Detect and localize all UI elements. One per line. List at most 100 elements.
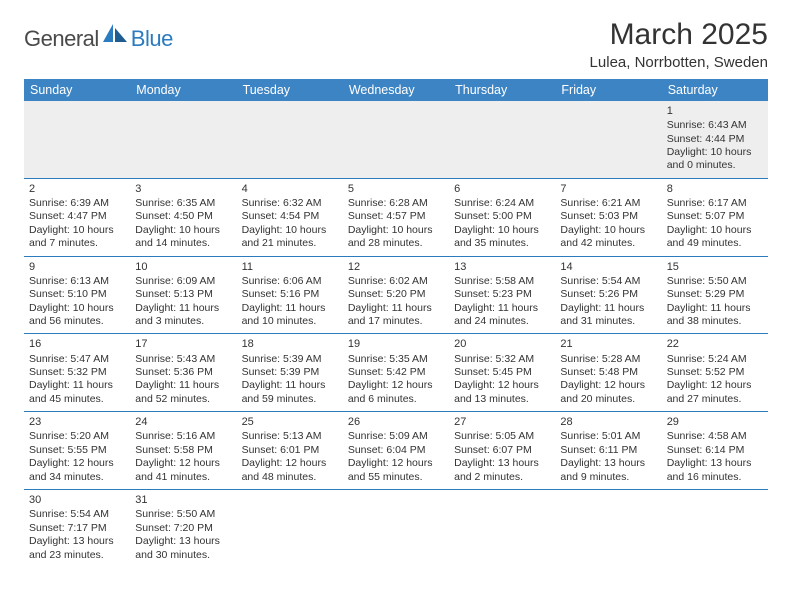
- weekday-header: Saturday: [662, 79, 768, 101]
- sunrise-text: Sunrise: 5:58 AM: [454, 275, 550, 288]
- sunset-text: Sunset: 4:57 PM: [348, 210, 444, 223]
- daylight-text: Daylight: 10 hours: [29, 224, 125, 237]
- title-block: March 2025 Lulea, Norrbotten, Sweden: [590, 18, 768, 71]
- calendar-cell: 24Sunrise: 5:16 AMSunset: 5:58 PMDayligh…: [130, 412, 236, 490]
- daylight-text: Daylight: 12 hours: [348, 457, 444, 470]
- sunset-text: Sunset: 5:42 PM: [348, 366, 444, 379]
- daylight-text: and 16 minutes.: [667, 471, 763, 484]
- calendar-cell: 20Sunrise: 5:32 AMSunset: 5:45 PMDayligh…: [449, 334, 555, 412]
- daylight-text: Daylight: 10 hours: [29, 302, 125, 315]
- calendar-cell: [555, 101, 661, 178]
- calendar-row: 9Sunrise: 6:13 AMSunset: 5:10 PMDaylight…: [24, 256, 768, 334]
- daylight-text: and 10 minutes.: [242, 315, 338, 328]
- weekday-header: Friday: [555, 79, 661, 101]
- day-number: 28: [560, 415, 656, 429]
- calendar-cell: [24, 101, 130, 178]
- calendar-cell: [237, 101, 343, 178]
- sunset-text: Sunset: 5:26 PM: [560, 288, 656, 301]
- day-number: 30: [29, 493, 125, 507]
- daylight-text: and 2 minutes.: [454, 471, 550, 484]
- daylight-text: and 42 minutes.: [560, 237, 656, 250]
- day-number: 10: [135, 260, 231, 274]
- day-number: 13: [454, 260, 550, 274]
- calendar-cell: 7Sunrise: 6:21 AMSunset: 5:03 PMDaylight…: [555, 178, 661, 256]
- sunrise-text: Sunrise: 5:43 AM: [135, 353, 231, 366]
- daylight-text: and 35 minutes.: [454, 237, 550, 250]
- calendar-cell: 30Sunrise: 5:54 AMSunset: 7:17 PMDayligh…: [24, 490, 130, 567]
- day-number: 20: [454, 337, 550, 351]
- calendar-cell: 10Sunrise: 6:09 AMSunset: 5:13 PMDayligh…: [130, 256, 236, 334]
- calendar-row: 2Sunrise: 6:39 AMSunset: 4:47 PMDaylight…: [24, 178, 768, 256]
- sunrise-text: Sunrise: 5:05 AM: [454, 430, 550, 443]
- sunrise-text: Sunrise: 6:13 AM: [29, 275, 125, 288]
- weekday-header: Thursday: [449, 79, 555, 101]
- daylight-text: Daylight: 12 hours: [454, 379, 550, 392]
- calendar-cell: 27Sunrise: 5:05 AMSunset: 6:07 PMDayligh…: [449, 412, 555, 490]
- sunset-text: Sunset: 6:11 PM: [560, 444, 656, 457]
- day-number: 12: [348, 260, 444, 274]
- daylight-text: and 27 minutes.: [667, 393, 763, 406]
- day-number: 31: [135, 493, 231, 507]
- daylight-text: and 55 minutes.: [348, 471, 444, 484]
- sunset-text: Sunset: 5:55 PM: [29, 444, 125, 457]
- daylight-text: and 24 minutes.: [454, 315, 550, 328]
- calendar-body: 1Sunrise: 6:43 AMSunset: 4:44 PMDaylight…: [24, 101, 768, 567]
- daylight-text: Daylight: 12 hours: [29, 457, 125, 470]
- daylight-text: Daylight: 10 hours: [135, 224, 231, 237]
- daylight-text: and 56 minutes.: [29, 315, 125, 328]
- calendar-cell: [237, 490, 343, 567]
- sunset-text: Sunset: 5:16 PM: [242, 288, 338, 301]
- day-number: 25: [242, 415, 338, 429]
- daylight-text: and 23 minutes.: [29, 549, 125, 562]
- calendar-cell: 12Sunrise: 6:02 AMSunset: 5:20 PMDayligh…: [343, 256, 449, 334]
- daylight-text: Daylight: 13 hours: [454, 457, 550, 470]
- month-title: March 2025: [590, 18, 768, 52]
- sunset-text: Sunset: 6:14 PM: [667, 444, 763, 457]
- calendar-cell: 14Sunrise: 5:54 AMSunset: 5:26 PMDayligh…: [555, 256, 661, 334]
- sunrise-text: Sunrise: 5:16 AM: [135, 430, 231, 443]
- sunset-text: Sunset: 5:10 PM: [29, 288, 125, 301]
- day-number: 15: [667, 260, 763, 274]
- location: Lulea, Norrbotten, Sweden: [590, 54, 768, 71]
- sunset-text: Sunset: 5:13 PM: [135, 288, 231, 301]
- sunrise-text: Sunrise: 6:43 AM: [667, 119, 763, 132]
- calendar-cell: 19Sunrise: 5:35 AMSunset: 5:42 PMDayligh…: [343, 334, 449, 412]
- calendar-cell: 26Sunrise: 5:09 AMSunset: 6:04 PMDayligh…: [343, 412, 449, 490]
- sunrise-text: Sunrise: 5:54 AM: [560, 275, 656, 288]
- sunset-text: Sunset: 5:52 PM: [667, 366, 763, 379]
- header: General Blue March 2025 Lulea, Norrbotte…: [24, 18, 768, 71]
- sunrise-text: Sunrise: 5:35 AM: [348, 353, 444, 366]
- daylight-text: Daylight: 11 hours: [454, 302, 550, 315]
- daylight-text: Daylight: 12 hours: [560, 379, 656, 392]
- sunrise-text: Sunrise: 5:13 AM: [242, 430, 338, 443]
- calendar-cell: [343, 101, 449, 178]
- day-number: 17: [135, 337, 231, 351]
- day-number: 21: [560, 337, 656, 351]
- daylight-text: Daylight: 11 hours: [242, 379, 338, 392]
- daylight-text: Daylight: 11 hours: [135, 379, 231, 392]
- daylight-text: and 0 minutes.: [667, 159, 763, 172]
- day-number: 11: [242, 260, 338, 274]
- daylight-text: Daylight: 11 hours: [667, 302, 763, 315]
- calendar-cell: 15Sunrise: 5:50 AMSunset: 5:29 PMDayligh…: [662, 256, 768, 334]
- sunset-text: Sunset: 7:20 PM: [135, 522, 231, 535]
- sail-icon: [103, 24, 129, 47]
- daylight-text: Daylight: 10 hours: [667, 224, 763, 237]
- calendar-cell: [449, 490, 555, 567]
- sunrise-text: Sunrise: 5:01 AM: [560, 430, 656, 443]
- daylight-text: Daylight: 10 hours: [454, 224, 550, 237]
- sunrise-text: Sunrise: 5:50 AM: [667, 275, 763, 288]
- logo: General Blue: [24, 24, 173, 53]
- sunrise-text: Sunrise: 6:17 AM: [667, 197, 763, 210]
- daylight-text: and 3 minutes.: [135, 315, 231, 328]
- daylight-text: Daylight: 12 hours: [667, 379, 763, 392]
- daylight-text: Daylight: 12 hours: [242, 457, 338, 470]
- daylight-text: Daylight: 10 hours: [560, 224, 656, 237]
- calendar-cell: 22Sunrise: 5:24 AMSunset: 5:52 PMDayligh…: [662, 334, 768, 412]
- sunrise-text: Sunrise: 5:54 AM: [29, 508, 125, 521]
- weekday-header: Monday: [130, 79, 236, 101]
- daylight-text: and 21 minutes.: [242, 237, 338, 250]
- sunset-text: Sunset: 5:58 PM: [135, 444, 231, 457]
- day-number: 19: [348, 337, 444, 351]
- sunset-text: Sunset: 5:29 PM: [667, 288, 763, 301]
